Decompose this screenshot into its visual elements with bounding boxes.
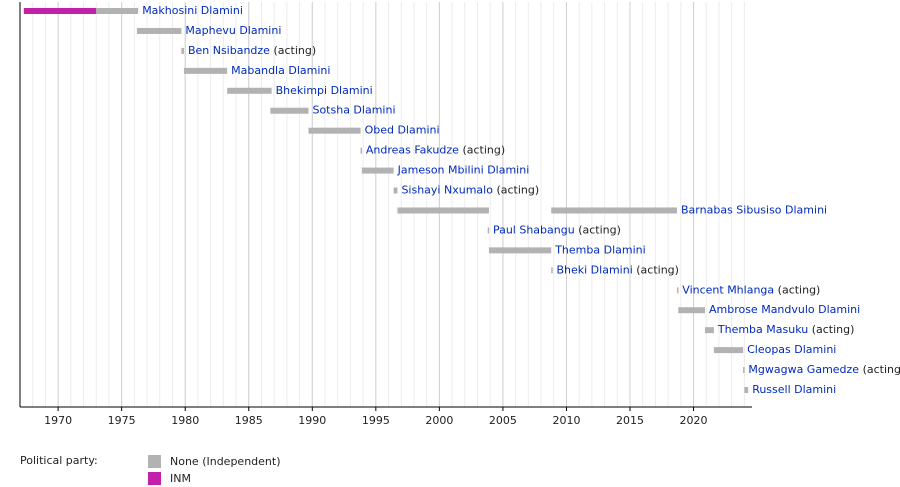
- acting-note: (acting): [812, 323, 855, 336]
- person-name[interactable]: Ambrose Mandvulo Dlamini: [709, 303, 860, 316]
- acting-note: (acting): [273, 44, 316, 57]
- person-name[interactable]: Vincent Mhlanga: [682, 283, 774, 296]
- acting-note: (acting): [578, 223, 621, 236]
- bars: [23, 8, 749, 393]
- term-bar: [183, 67, 228, 74]
- person-name[interactable]: Mabandla Dlamini: [231, 64, 330, 77]
- term-bar: [393, 187, 398, 194]
- legend-label: None (Independent): [170, 455, 281, 468]
- term-bar: [487, 227, 490, 234]
- x-tick-label: 1975: [108, 414, 136, 427]
- x-tick-label: 1970: [44, 414, 72, 427]
- acting-note: (acting): [636, 263, 679, 276]
- x-tick-label: 2015: [616, 414, 644, 427]
- term-bar: [551, 207, 678, 214]
- x-tick-label: 1995: [362, 414, 390, 427]
- term-bar: [744, 387, 749, 393]
- term-bar: [308, 127, 361, 134]
- acting-note: (acting): [778, 283, 821, 296]
- row-label: Bheki Dlamini (acting): [556, 263, 678, 276]
- grid: 1970 1975 1980 1985 1990 1995 2000 2005 2010 2015…: [19, 2, 745, 427]
- term-bar: [713, 347, 744, 354]
- person-name[interactable]: Russell Dlamini: [752, 383, 836, 396]
- acting-note: (acting): [496, 184, 539, 197]
- person-name[interactable]: Cleopas Dlamini: [747, 343, 836, 356]
- x-tick-label: 2000: [425, 414, 453, 427]
- term-bar: [743, 367, 745, 374]
- labels: Makhosini Dlamini Maphevu Dlamini Ben Nsib…: [142, 4, 900, 396]
- legend-swatch: [148, 455, 161, 468]
- acting-note: (acting): [863, 363, 900, 376]
- row-label: Russell Dlamini: [752, 383, 836, 396]
- term-bar: [227, 87, 272, 94]
- row-label: Makhosini Dlamini: [142, 4, 243, 17]
- person-name[interactable]: Bhekimpi Dlamini: [276, 84, 373, 97]
- term-bar: [181, 47, 184, 54]
- legend-label: INM: [170, 472, 191, 485]
- legend-swatch: [148, 472, 161, 485]
- term-bar: [677, 287, 679, 294]
- x-tick-label: 2020: [680, 414, 708, 427]
- row-label: Ben Nsibandze (acting): [188, 44, 316, 57]
- legend-title: Political party:: [20, 454, 98, 467]
- x-tick-label: 2010: [552, 414, 580, 427]
- person-name[interactable]: Barnabas Sibusiso Dlamini: [681, 203, 827, 216]
- term-bar: [360, 147, 363, 154]
- x-tick-label: 1980: [171, 414, 199, 427]
- x-tick-label: 1990: [298, 414, 326, 427]
- row-label: Jameson Mbilini Dlamini: [397, 164, 530, 177]
- row-label: Sishayi Nxumalo (acting): [401, 184, 539, 197]
- term-bar: [704, 327, 714, 334]
- term-bar: [23, 8, 97, 14]
- person-name[interactable]: Sotsha Dlamini: [312, 104, 395, 117]
- row-label: Themba Dlamini: [554, 243, 645, 256]
- row-label: Vincent Mhlanga (acting): [682, 283, 820, 296]
- row-label: Paul Shabangu (acting): [493, 223, 621, 236]
- row-label: Sotsha Dlamini: [312, 104, 395, 117]
- term-bar: [678, 307, 705, 314]
- x-tick-label: 1985: [235, 414, 263, 427]
- row-label: Andreas Fakudze (acting): [366, 144, 505, 157]
- person-name[interactable]: Mgwagwa Gamedze: [748, 363, 859, 376]
- row-label: Obed Dlamini: [365, 124, 440, 137]
- term-bar: [488, 247, 552, 254]
- acting-note: (acting): [462, 144, 505, 157]
- person-name[interactable]: Themba Masuku: [717, 323, 808, 336]
- term-bar: [361, 167, 394, 174]
- person-name[interactable]: Andreas Fakudze: [366, 144, 459, 157]
- person-name[interactable]: Ben Nsibandze: [188, 44, 270, 57]
- person-name[interactable]: Paul Shabangu: [493, 223, 575, 236]
- person-name[interactable]: Maphevu Dlamini: [185, 24, 281, 37]
- row-label: Mabandla Dlamini: [231, 64, 330, 77]
- term-bar: [551, 267, 553, 274]
- row-label: Mgwagwa Gamedze (acting): [748, 363, 900, 376]
- row-label: Barnabas Sibusiso Dlamini: [681, 203, 827, 216]
- row-label: Bhekimpi Dlamini: [276, 84, 373, 97]
- person-name[interactable]: Obed Dlamini: [365, 124, 440, 137]
- person-name[interactable]: Makhosini Dlamini: [142, 4, 243, 17]
- person-name[interactable]: Sishayi Nxumalo: [401, 184, 493, 197]
- x-tick-label: 2005: [489, 414, 517, 427]
- person-name[interactable]: Themba Dlamini: [554, 243, 645, 256]
- row-label: Cleopas Dlamini: [747, 343, 836, 356]
- row-label: Ambrose Mandvulo Dlamini: [709, 303, 860, 316]
- row-label: Themba Masuku (acting): [717, 323, 855, 336]
- term-bar: [96, 8, 139, 14]
- term-bar: [270, 107, 309, 114]
- person-name[interactable]: Jameson Mbilini Dlamini: [397, 164, 530, 177]
- person-name[interactable]: Bheki Dlamini: [556, 263, 632, 276]
- term-bar: [136, 27, 182, 34]
- term-bar: [397, 207, 489, 214]
- row-label: Maphevu Dlamini: [185, 24, 281, 37]
